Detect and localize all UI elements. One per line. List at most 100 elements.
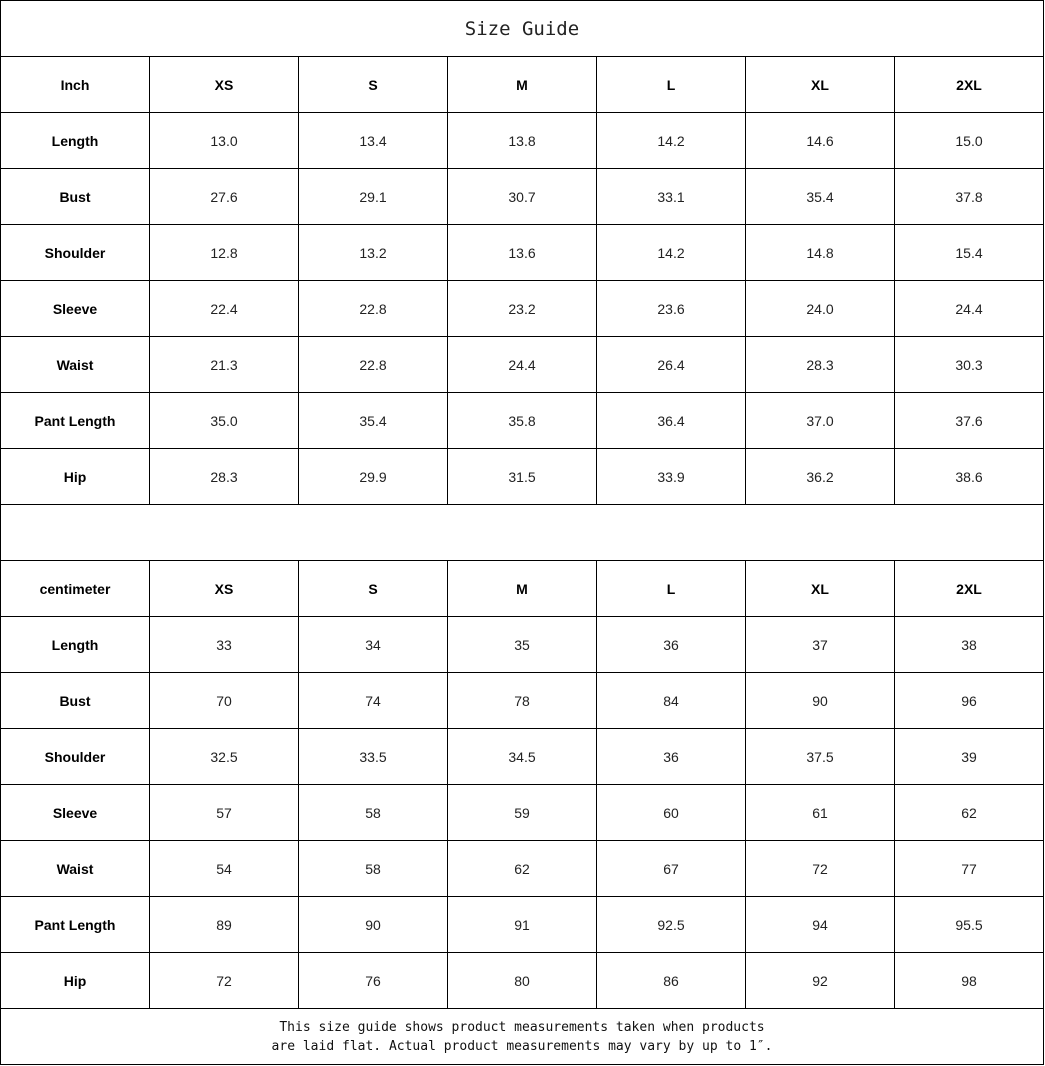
measurement-label: Sleeve	[1, 281, 150, 336]
measurement-value: 78	[448, 673, 597, 728]
measurement-value: 98	[895, 953, 1044, 1008]
note-row: This size guide shows product measuremen…	[1, 1009, 1044, 1065]
size-header: L	[597, 561, 746, 616]
measurement-value: 91	[448, 897, 597, 952]
measurement-label: Length	[1, 113, 150, 168]
table-row: Hip 72 76 80 86 92 98	[1, 953, 1044, 1009]
table-row: Length 13.0 13.4 13.8 14.2 14.6 15.0	[1, 113, 1044, 169]
size-header: XS	[150, 57, 299, 112]
measurement-value: 33.5	[299, 729, 448, 784]
measurement-value: 90	[746, 673, 895, 728]
measurement-value: 36	[597, 617, 746, 672]
measurement-label: Hip	[1, 449, 150, 504]
measurement-value: 35.4	[299, 393, 448, 448]
measurement-value: 13.0	[150, 113, 299, 168]
measurement-label: Hip	[1, 953, 150, 1008]
measurement-value: 34.5	[448, 729, 597, 784]
measurement-value: 29.9	[299, 449, 448, 504]
measurement-value: 27.6	[150, 169, 299, 224]
measurement-value: 33.1	[597, 169, 746, 224]
measurement-label: Sleeve	[1, 785, 150, 840]
measurement-value: 84	[597, 673, 746, 728]
measurement-value: 31.5	[448, 449, 597, 504]
measurement-value: 22.8	[299, 337, 448, 392]
measurement-value: 95.5	[895, 897, 1044, 952]
measurement-value: 36.2	[746, 449, 895, 504]
measurement-value: 38	[895, 617, 1044, 672]
table-row: Bust 27.6 29.1 30.7 33.1 35.4 37.8	[1, 169, 1044, 225]
measurement-value: 67	[597, 841, 746, 896]
measurement-value: 38.6	[895, 449, 1044, 504]
measurement-value: 13.2	[299, 225, 448, 280]
measurement-value: 54	[150, 841, 299, 896]
measurement-value: 23.2	[448, 281, 597, 336]
size-header: M	[448, 561, 597, 616]
header-row: centimeter XS S M L XL 2XL	[1, 561, 1044, 617]
size-header: XL	[746, 561, 895, 616]
table-row: Shoulder 32.5 33.5 34.5 36 37.5 39	[1, 729, 1044, 785]
measurement-value: 28.3	[746, 337, 895, 392]
spacer-row	[1, 505, 1044, 561]
measurement-value: 58	[299, 785, 448, 840]
measurement-value: 24.0	[746, 281, 895, 336]
measurement-value: 24.4	[448, 337, 597, 392]
title-row: Size Guide	[1, 1, 1044, 57]
measurement-value: 62	[895, 785, 1044, 840]
measurement-label: Waist	[1, 337, 150, 392]
unit-header: Inch	[1, 57, 150, 112]
table-row: Sleeve 22.4 22.8 23.2 23.6 24.0 24.4	[1, 281, 1044, 337]
measurement-value: 74	[299, 673, 448, 728]
measurement-value: 37.8	[895, 169, 1044, 224]
measurement-value: 35.4	[746, 169, 895, 224]
measurement-value: 12.8	[150, 225, 299, 280]
measurement-value: 90	[299, 897, 448, 952]
measurement-value: 70	[150, 673, 299, 728]
table-row: Hip 28.3 29.9 31.5 33.9 36.2 38.6	[1, 449, 1044, 505]
unit-header: centimeter	[1, 561, 150, 616]
measurement-value: 96	[895, 673, 1044, 728]
measurement-value: 23.6	[597, 281, 746, 336]
note-line-2: are laid flat. Actual product measuremen…	[271, 1038, 773, 1054]
measurement-value: 15.0	[895, 113, 1044, 168]
measurement-value: 33.9	[597, 449, 746, 504]
size-header: 2XL	[895, 57, 1044, 112]
measurement-value: 62	[448, 841, 597, 896]
size-header: 2XL	[895, 561, 1044, 616]
measurement-value: 37.0	[746, 393, 895, 448]
size-header: XS	[150, 561, 299, 616]
measurement-value: 61	[746, 785, 895, 840]
measurement-label: Waist	[1, 841, 150, 896]
measurement-value: 13.4	[299, 113, 448, 168]
measurement-value: 36	[597, 729, 746, 784]
measurement-value: 37.6	[895, 393, 1044, 448]
measurement-value: 21.3	[150, 337, 299, 392]
measurement-value: 77	[895, 841, 1044, 896]
table-row: Waist 54 58 62 67 72 77	[1, 841, 1044, 897]
measurement-value: 33	[150, 617, 299, 672]
measurement-value: 15.4	[895, 225, 1044, 280]
measurement-label: Pant Length	[1, 393, 150, 448]
measurement-value: 39	[895, 729, 1044, 784]
measurement-value: 14.8	[746, 225, 895, 280]
measurement-value: 94	[746, 897, 895, 952]
measurement-value: 92	[746, 953, 895, 1008]
inch-table: Inch XS S M L XL 2XL Length 13.0 13.4 13.8 14.2 14.6…	[1, 57, 1044, 505]
measurement-value: 89	[150, 897, 299, 952]
measurement-value: 34	[299, 617, 448, 672]
measurement-value: 35.0	[150, 393, 299, 448]
measurement-label: Shoulder	[1, 225, 150, 280]
measurement-value: 32.5	[150, 729, 299, 784]
table-row: Shoulder 12.8 13.2 13.6 14.2 14.8 15.4	[1, 225, 1044, 281]
measurement-value: 14.2	[597, 113, 746, 168]
measurement-value: 14.2	[597, 225, 746, 280]
measurement-value: 35	[448, 617, 597, 672]
size-header: M	[448, 57, 597, 112]
table-row: Pant Length 35.0 35.4 35.8 36.4 37.0 37.6	[1, 393, 1044, 449]
measurement-value: 72	[746, 841, 895, 896]
note-line-1: This size guide shows product measuremen…	[279, 1019, 765, 1035]
table-row: Length 33 34 35 36 37 38	[1, 617, 1044, 673]
measurement-value: 30.7	[448, 169, 597, 224]
measurement-value: 22.8	[299, 281, 448, 336]
measurement-label: Shoulder	[1, 729, 150, 784]
